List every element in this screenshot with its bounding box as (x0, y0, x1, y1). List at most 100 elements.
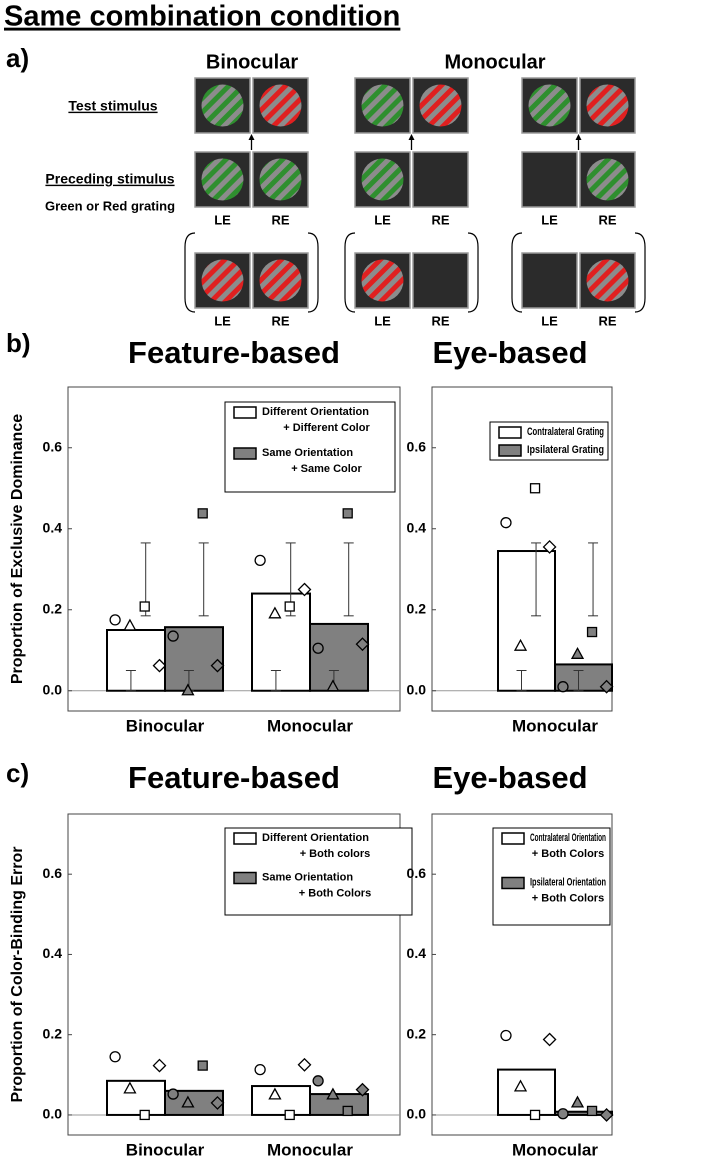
eye-label: LE (214, 212, 231, 227)
legend-swatch (233, 832, 257, 845)
bar (554, 1110, 613, 1116)
y-tick-label: 0.2 (43, 600, 63, 616)
bracket (344, 232, 356, 313)
stimulus-frame (412, 151, 469, 208)
chart-title: Feature-based (128, 760, 340, 795)
y-tick-label: 0.4 (407, 945, 427, 961)
subject-marker (268, 606, 282, 619)
error-bar (125, 670, 136, 692)
chart-title: Eye-based (432, 760, 587, 795)
grating (201, 158, 244, 201)
subject-marker (297, 582, 312, 597)
subject-marker (139, 1109, 150, 1121)
legend-label: Contralateral Grating (527, 426, 604, 438)
y-tick-label: 0.2 (407, 600, 427, 616)
eye-label: RE (598, 212, 616, 227)
grating (586, 158, 629, 201)
plot-frame (431, 386, 613, 712)
y-tick-label: 0.4 (407, 519, 427, 535)
y-tick-label: 0.0 (407, 1106, 427, 1122)
subject-marker (557, 681, 569, 693)
error-bar (343, 542, 354, 617)
eye-label: RE (598, 313, 616, 328)
subject-marker (210, 658, 225, 673)
error-bar (198, 542, 209, 617)
eye-label: LE (541, 313, 558, 328)
y-tick-label: 0.6 (43, 438, 63, 454)
legend-label: Same Orientation (262, 447, 353, 459)
subject-marker (109, 1051, 121, 1063)
subject-marker (599, 679, 614, 694)
grating (419, 84, 462, 127)
legend-label: + Same Color (291, 463, 362, 475)
subject-marker (167, 1088, 179, 1100)
legend-label: Contralateral Orientation (530, 832, 606, 844)
subject-marker (586, 626, 598, 638)
error-bar (531, 542, 542, 617)
subject-marker (152, 1058, 167, 1073)
error-bar (270, 670, 281, 692)
eye-label: RE (431, 212, 449, 227)
grating (259, 259, 302, 302)
x-tick-label: Monocular (267, 716, 353, 735)
bar (497, 1068, 556, 1116)
subject-marker (123, 1081, 137, 1094)
bar (106, 629, 166, 692)
subject-marker (109, 614, 121, 626)
y-tick-label: 0.6 (407, 865, 427, 881)
x-tick-label: Monocular (512, 716, 598, 735)
grating (361, 259, 404, 302)
grating (201, 259, 244, 302)
x-tick-label: Monocular (512, 1140, 598, 1159)
grating (259, 84, 302, 127)
y-tick-label: 0.4 (43, 945, 63, 961)
x-tick-label: Binocular (126, 1140, 205, 1159)
subject-marker (268, 1087, 282, 1100)
subject-marker (542, 540, 557, 554)
grating (528, 84, 571, 127)
x-tick-label: Monocular (267, 1140, 353, 1159)
legend-label: Same Orientation (262, 871, 353, 883)
stimulus-frame (412, 252, 469, 309)
subject-marker (284, 1109, 295, 1121)
plot-frame (67, 386, 401, 712)
grating (361, 84, 404, 127)
arrow-head (408, 134, 415, 140)
panel-label: a) (6, 43, 29, 73)
panel-label: c) (6, 758, 29, 788)
legend-label: + Different Color (283, 422, 370, 434)
column-header: Binocular (206, 51, 298, 73)
row-note: Green or Red grating (45, 198, 175, 213)
subject-marker (197, 1060, 208, 1071)
bar (309, 1093, 369, 1116)
y-axis-label: Proportion of Color-Binding Error (9, 847, 26, 1103)
row-label: Preceding stimulus (45, 171, 174, 187)
subject-marker (513, 638, 528, 651)
eye-label: RE (431, 313, 449, 328)
eye-label: LE (374, 313, 391, 328)
legend-label: + Both Colors (299, 887, 371, 899)
subject-marker (529, 1109, 541, 1121)
bar (106, 1079, 166, 1116)
legend-label: Different Orientation (262, 832, 369, 844)
subject-marker (570, 646, 585, 659)
y-tick-label: 0.4 (43, 519, 63, 535)
y-tick-label: 0.6 (407, 438, 427, 454)
arrow-head (248, 134, 255, 140)
legend-label: + Both Colors (532, 848, 604, 860)
subject-marker (586, 1105, 598, 1117)
eye-label: RE (271, 313, 289, 328)
subject-marker (312, 642, 324, 654)
legend-label: Different Orientation (262, 406, 369, 418)
chart-title: Eye-based (432, 335, 587, 370)
grating (201, 84, 244, 127)
chart-title: Feature-based (128, 335, 340, 370)
subject-marker (210, 1095, 225, 1110)
grating (259, 158, 302, 201)
plot-frame (431, 813, 613, 1136)
subject-marker (599, 1108, 614, 1122)
subject-marker (284, 601, 295, 612)
subject-marker (342, 1105, 353, 1117)
subject-marker (557, 1108, 569, 1120)
